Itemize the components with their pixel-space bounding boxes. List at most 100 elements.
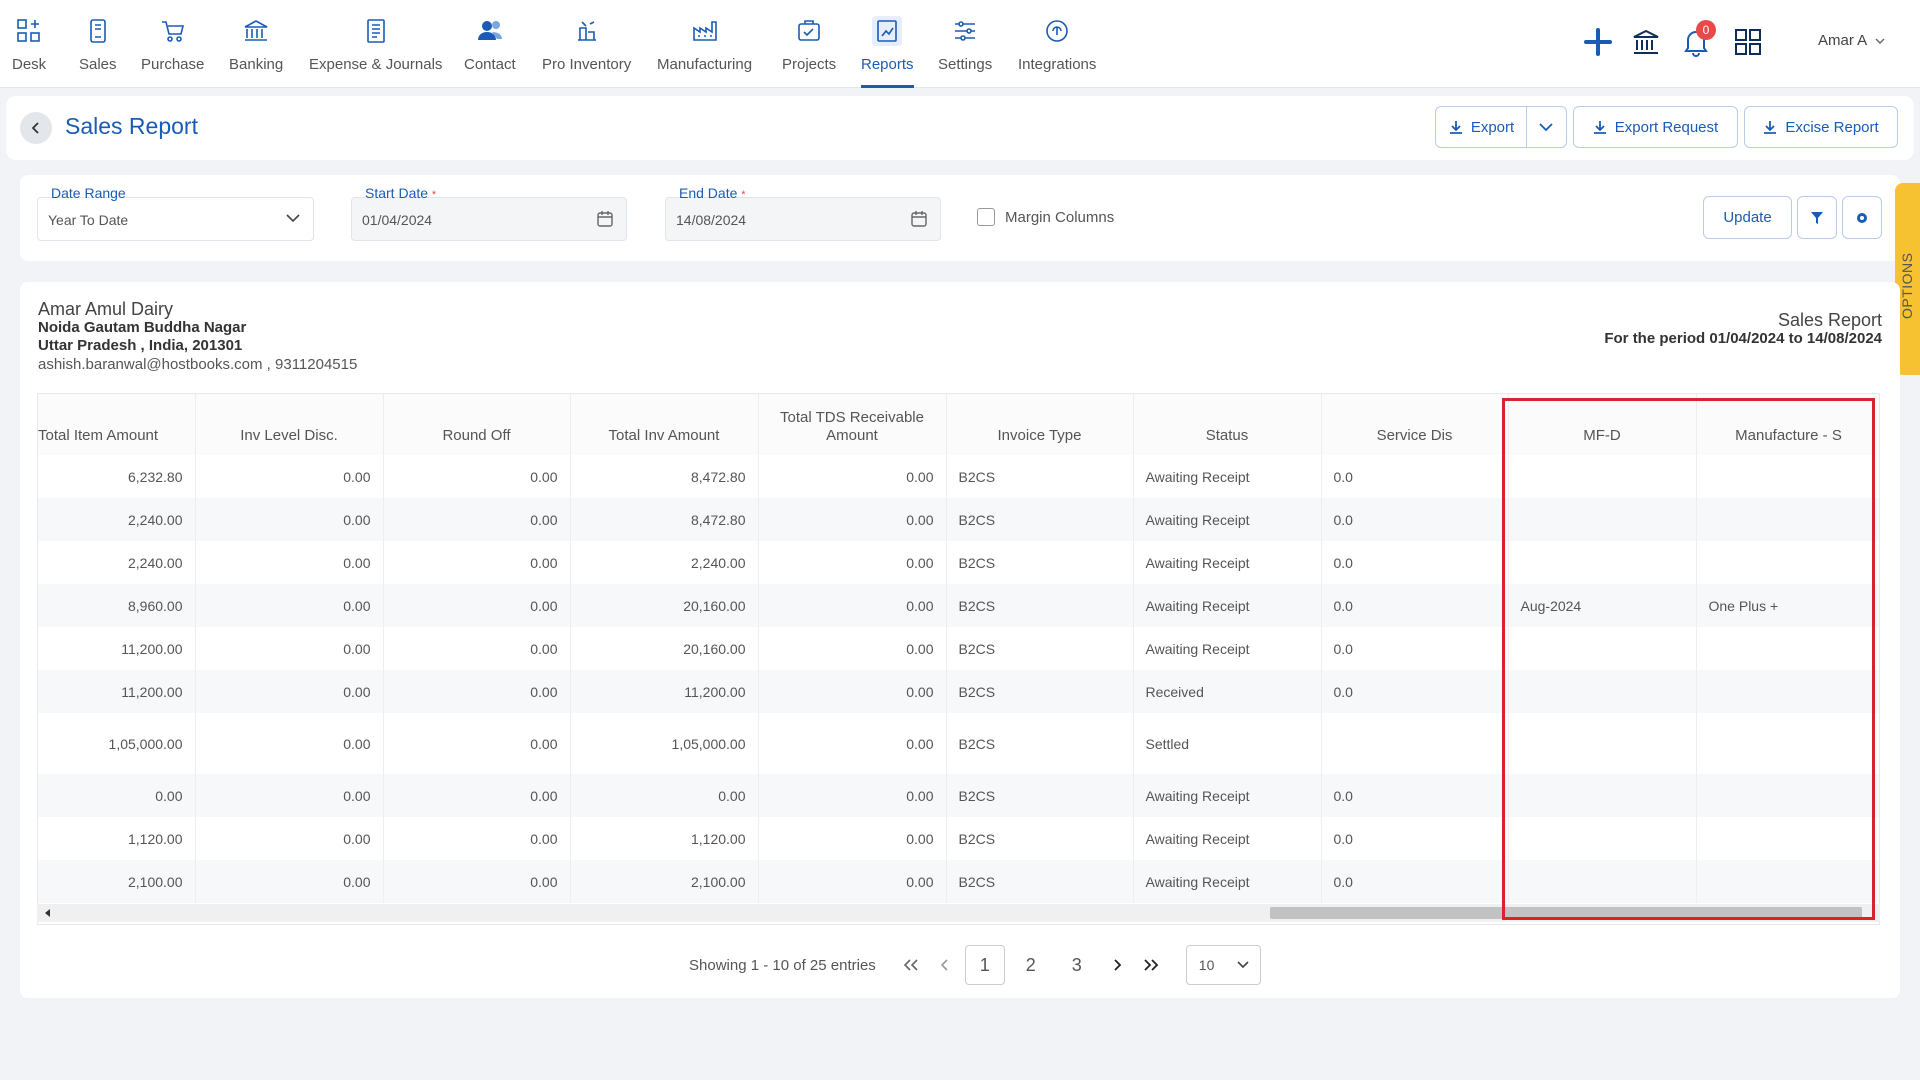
column-header[interactable]: MF-D bbox=[1508, 394, 1697, 455]
prev-page-button[interactable] bbox=[931, 945, 959, 985]
apps-grid-icon[interactable] bbox=[1730, 24, 1766, 60]
table-cell: 0.00 bbox=[195, 498, 384, 541]
table-cell: 0.00 bbox=[758, 627, 947, 670]
nav-purchase[interactable]: Purchase bbox=[141, 0, 204, 88]
nav-pro-inventory[interactable]: Pro Inventory bbox=[542, 0, 631, 88]
table-cell bbox=[1508, 817, 1697, 860]
filter-button[interactable] bbox=[1797, 196, 1837, 239]
table-cell bbox=[1696, 713, 1879, 774]
table-cell: 0.0 bbox=[1321, 584, 1509, 627]
table-row[interactable]: 11,200.00 0.00 0.00 20,160.00 0.00 B2CS Awaiti… bbox=[38, 627, 1879, 670]
table-cell: 1,05,000.00 bbox=[570, 713, 759, 774]
table-row[interactable]: 1,120.00 0.00 0.00 1,120.00 0.00 B2CS Awaiting… bbox=[38, 817, 1879, 860]
table-cell: 1,120.00 bbox=[38, 817, 196, 860]
notification-bell-icon[interactable]: 0 bbox=[1678, 20, 1716, 60]
table-row[interactable]: 2,100.00 0.00 0.00 2,100.00 0.00 B2CS Awaiting… bbox=[38, 860, 1879, 903]
end-date-value: 14/08/2024 bbox=[676, 212, 747, 228]
table-cell: 11,200.00 bbox=[38, 670, 196, 713]
table-cell: 0.0 bbox=[1321, 774, 1509, 817]
nav-settings[interactable]: Settings bbox=[938, 0, 992, 88]
table-cell: 2,240.00 bbox=[570, 541, 759, 584]
update-button[interactable]: Update bbox=[1703, 196, 1792, 239]
back-button[interactable] bbox=[20, 112, 52, 144]
column-header[interactable]: Total Inv Amount bbox=[570, 394, 759, 455]
bank-icon[interactable] bbox=[1628, 24, 1664, 60]
table-cell: 0.0 bbox=[1321, 860, 1509, 903]
table-cell: 0.00 bbox=[383, 774, 571, 817]
integrations-icon bbox=[1042, 16, 1072, 46]
company-address-2: Uttar Pradesh , India, 201301 bbox=[38, 337, 243, 354]
column-header[interactable]: Inv Level Disc. bbox=[195, 394, 384, 455]
nav-sales[interactable]: Sales bbox=[79, 0, 117, 88]
column-header[interactable]: Round Off bbox=[383, 394, 571, 455]
settings-icon bbox=[950, 16, 980, 46]
table-row[interactable]: 11,200.00 0.00 0.00 11,200.00 0.00 B2CS Receiv… bbox=[38, 670, 1879, 713]
table-row[interactable]: 1,05,000.00 0.00 0.00 1,05,000.00 0.00 B2CS Se… bbox=[38, 713, 1879, 774]
table-cell bbox=[1696, 627, 1879, 670]
table-cell: 20,160.00 bbox=[570, 584, 759, 627]
settings-button[interactable] bbox=[1842, 196, 1882, 239]
page-size-value: 10 bbox=[1198, 957, 1215, 973]
nav-expense-journals[interactable]: Expense & Journals bbox=[309, 0, 442, 88]
first-page-button[interactable] bbox=[897, 945, 925, 985]
end-date-field[interactable]: End Date * 14/08/2024 bbox=[665, 185, 941, 241]
table-row[interactable]: 6,232.80 0.00 0.00 8,472.80 0.00 B2CS Awaiting… bbox=[38, 455, 1879, 498]
table-cell: 20,160.00 bbox=[570, 627, 759, 670]
page-button[interactable]: 3 bbox=[1071, 954, 1082, 975]
table-row[interactable]: 2,240.00 0.00 0.00 2,240.00 0.00 B2CS Awaiting… bbox=[38, 541, 1879, 584]
column-header[interactable]: Total TDS Receivable Amount bbox=[758, 394, 947, 455]
start-date-label: Start Date * bbox=[365, 185, 437, 201]
column-header[interactable]: Invoice Type bbox=[946, 394, 1134, 455]
margin-columns-checkbox[interactable] bbox=[977, 208, 995, 226]
scroll-left-icon[interactable] bbox=[45, 909, 50, 917]
page-button[interactable]: 2 bbox=[1025, 954, 1036, 975]
page-title: Sales Report bbox=[65, 113, 198, 139]
nav-contact[interactable]: Contact bbox=[464, 0, 516, 88]
table-row[interactable]: 0.00 0.00 0.00 0.00 0.00 B2CS Awaiting Receipt… bbox=[38, 774, 1879, 817]
chevron-down-icon bbox=[1875, 38, 1885, 44]
page-size-select[interactable]: 10 bbox=[1185, 945, 1261, 985]
nav-desk[interactable]: Desk bbox=[12, 0, 46, 88]
end-date-label: End Date * bbox=[679, 185, 746, 201]
chevron-down-icon bbox=[1237, 961, 1249, 969]
column-header[interactable]: Status bbox=[1133, 394, 1322, 455]
table-cell bbox=[1508, 713, 1697, 774]
nav-manufacturing[interactable]: Manufacturing bbox=[657, 0, 752, 88]
column-header[interactable]: Manufacture - S bbox=[1696, 394, 1879, 455]
horizontal-scrollbar[interactable] bbox=[37, 904, 1880, 922]
next-page-button[interactable] bbox=[1103, 945, 1131, 985]
report-period: For the period 01/04/2024 to 14/08/2024 bbox=[1604, 330, 1882, 347]
table-cell: 8,472.80 bbox=[570, 455, 759, 498]
sales-icon bbox=[83, 16, 113, 46]
export-request-button[interactable]: Export Request bbox=[1573, 106, 1738, 148]
nav-label: Pro Inventory bbox=[542, 56, 632, 73]
calendar-icon[interactable] bbox=[910, 210, 928, 228]
table-cell: Awaiting Receipt bbox=[1133, 498, 1322, 541]
user-menu[interactable]: Amar A bbox=[1818, 32, 1885, 49]
table-row[interactable]: 2,240.00 0.00 0.00 8,472.80 0.00 B2CS Awaiting… bbox=[38, 498, 1879, 541]
nav-banking[interactable]: Banking bbox=[229, 0, 283, 88]
margin-columns-toggle[interactable]: Margin Columns bbox=[977, 208, 1114, 226]
table-cell: 0.00 bbox=[383, 860, 571, 903]
excise-report-label: Excise Report bbox=[1785, 118, 1879, 136]
filter-panel: Date Range Year To Date Start Date * 01/… bbox=[20, 175, 1900, 261]
scrollbar-thumb[interactable] bbox=[1270, 907, 1862, 919]
add-icon[interactable] bbox=[1580, 24, 1616, 60]
calendar-icon[interactable] bbox=[596, 210, 614, 228]
last-page-button[interactable] bbox=[1137, 945, 1165, 985]
excise-report-button[interactable]: Excise Report bbox=[1744, 106, 1898, 148]
company-name: Amar Amul Dairy bbox=[38, 299, 174, 319]
table-cell: 0.00 bbox=[758, 860, 947, 903]
table-cell: 0.00 bbox=[38, 774, 196, 817]
start-date-field[interactable]: Start Date * 01/04/2024 bbox=[351, 185, 627, 241]
nav-integrations[interactable]: Integrations bbox=[1018, 0, 1096, 88]
page-button[interactable]: 1 bbox=[964, 945, 1005, 985]
date-range-select[interactable]: Date Range Year To Date bbox=[37, 185, 314, 241]
column-header[interactable]: Service Dis bbox=[1321, 394, 1509, 455]
table-row[interactable]: 8,960.00 0.00 0.00 20,160.00 0.00 B2CS Awaitin… bbox=[38, 584, 1879, 627]
nav-reports[interactable]: Reports bbox=[861, 0, 914, 88]
column-header[interactable]: Total Item Amount bbox=[38, 394, 196, 455]
nav-projects[interactable]: Projects bbox=[782, 0, 836, 88]
table-cell: Awaiting Receipt bbox=[1133, 627, 1322, 670]
export-button[interactable]: Export bbox=[1435, 106, 1567, 148]
